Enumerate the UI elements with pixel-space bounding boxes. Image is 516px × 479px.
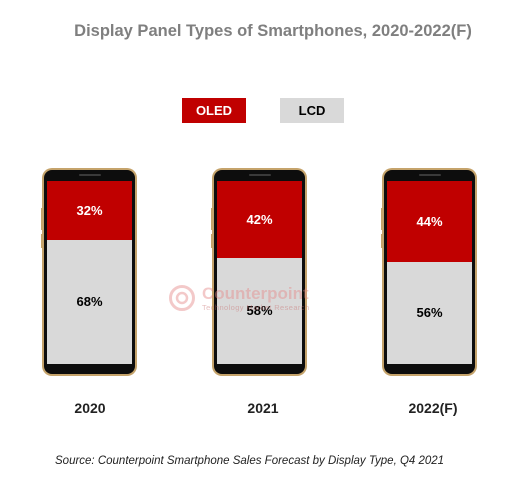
- phone-side-button: [41, 234, 43, 248]
- phone-side-button: [41, 208, 43, 230]
- phone-screen: 44% 56%: [387, 181, 472, 364]
- bar-segment-oled-2020: 32%: [47, 181, 132, 240]
- phone-speaker: [78, 174, 101, 176]
- phone-side-button: [211, 208, 213, 230]
- watermark-name: Counterpoint: [202, 283, 309, 303]
- bar-segment-oled-2022(F): 44%: [387, 181, 472, 262]
- data-label: 68%: [76, 294, 103, 310]
- bar-phone-2021: 42% 58%: [211, 168, 307, 376]
- bar-phone-2020: 32% 68%: [41, 168, 137, 376]
- x-tick-label: 2022(F): [408, 400, 458, 416]
- x-tick-label: 2020: [74, 400, 106, 416]
- data-label: 56%: [416, 305, 443, 321]
- data-label: 44%: [416, 213, 443, 229]
- phone-side-button: [381, 234, 383, 248]
- counterpoint-logo-icon: [169, 285, 195, 311]
- phone-screen: 42% 58%: [217, 181, 302, 364]
- x-tick-label: 2021: [247, 400, 279, 416]
- bar-segment-lcd-2020: 68%: [47, 239, 132, 364]
- bar-segment-oled-2021: 42%: [217, 181, 302, 258]
- data-label: 42%: [246, 211, 273, 227]
- phone-side-button: [381, 208, 383, 230]
- legend-item-lcd: LCD: [280, 98, 344, 123]
- data-label: 58%: [246, 303, 273, 319]
- bar-phone-2022(F): 44% 56%: [381, 168, 477, 376]
- phone-speaker: [248, 174, 271, 176]
- phone-bezel: 42% 58%: [214, 170, 305, 374]
- bar-segment-lcd-2022(F): 56%: [387, 261, 472, 364]
- phone-bezel: 32% 68%: [44, 170, 135, 374]
- watermark-tagline: Technology Market Research: [202, 302, 310, 312]
- phone-side-button: [211, 234, 213, 248]
- phone-speaker: [418, 174, 441, 176]
- legend-item-oled: OLED: [182, 98, 246, 123]
- watermark: Counterpoint Technology Market Research: [168, 284, 310, 312]
- data-label: 32%: [76, 202, 103, 218]
- phone-screen: 32% 68%: [47, 181, 132, 364]
- bar-segment-lcd-2021: 58%: [217, 257, 302, 364]
- source-note: Source: Counterpoint Smartphone Sales Fo…: [55, 455, 445, 467]
- chart-title: Display Panel Types of Smartphones, 2020…: [74, 22, 472, 40]
- phone-bezel: 44% 56%: [384, 170, 475, 374]
